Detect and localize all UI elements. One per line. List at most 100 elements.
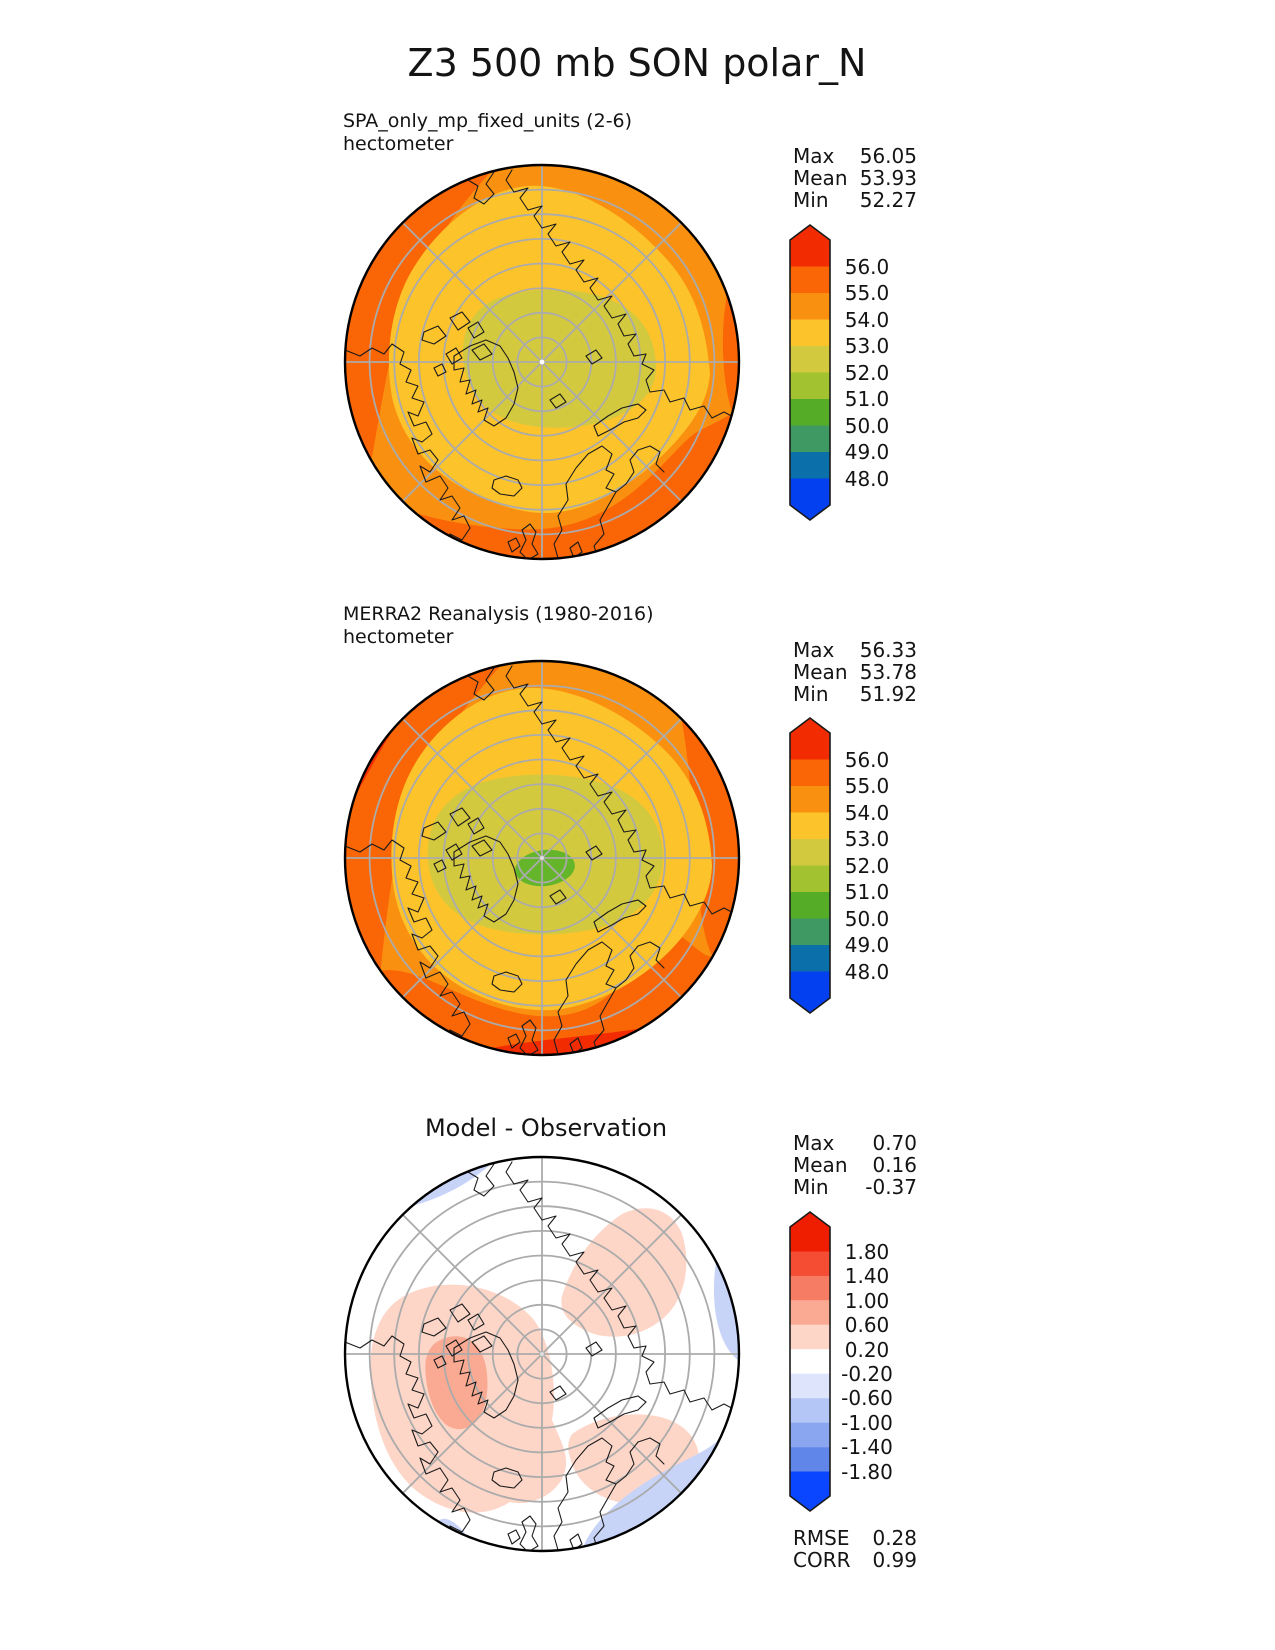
panel1-label: SPA_only_mp_fixed_units (2-6) xyxy=(343,110,633,132)
cb2-tick-0: 56.0 xyxy=(844,747,890,772)
map3-neg-patch-northwest xyxy=(402,1163,491,1215)
map-reanalysis xyxy=(343,659,741,1057)
cb2-band-5 xyxy=(790,865,830,892)
cb1-band-1 xyxy=(790,266,830,293)
map3-pole-dot xyxy=(540,1352,544,1356)
cb3-tick-9: -1.80 xyxy=(841,1459,893,1484)
panel3-mean-value: 0.16 xyxy=(872,1153,917,1177)
panel3-min-value: -0.37 xyxy=(865,1175,917,1199)
map3-neg-patch-east xyxy=(714,1261,739,1361)
cb3-band-3 xyxy=(790,1300,830,1325)
cb1-band-top xyxy=(790,225,830,240)
cb2-tick-7: 49.0 xyxy=(844,933,890,957)
cb1-tick-3: 53.0 xyxy=(844,334,890,358)
cb1-band-3 xyxy=(790,319,830,346)
cb3-band-10 xyxy=(790,1471,830,1497)
cb1-band-9 xyxy=(790,478,830,506)
cb1-tick-6: 50.0 xyxy=(844,413,890,438)
cb3-band-7 xyxy=(790,1398,830,1423)
figure-title: Z3 500 mb SON polar_N xyxy=(407,41,867,85)
cb2-tick-4: 52.0 xyxy=(844,853,890,878)
cb2-band-7 xyxy=(790,918,830,945)
map1-band-55-56-south xyxy=(415,413,733,559)
panel1-mean-label: Mean xyxy=(793,166,848,190)
cb1-band-8 xyxy=(790,452,830,479)
map3-pos-core-greenland xyxy=(425,1336,488,1430)
cb3-band-8 xyxy=(790,1422,830,1448)
colorbar-model xyxy=(789,224,831,521)
cb2-band-8 xyxy=(790,945,830,972)
cb3-band-top xyxy=(790,1212,830,1227)
panel2-min-value: 51.92 xyxy=(859,682,917,706)
cb2-tick-6: 50.0 xyxy=(844,906,890,931)
map1-pole-dot xyxy=(539,359,545,365)
cb3-band-0 xyxy=(790,1226,830,1252)
cb1-band-7 xyxy=(790,425,830,452)
panel3-mean-label: Mean xyxy=(793,1153,848,1177)
cb2-tick-8: 48.0 xyxy=(844,959,890,984)
cb3-band-9 xyxy=(790,1447,830,1472)
colorbar-reanalysis xyxy=(789,717,831,1014)
map3-neg-patch-southeast xyxy=(583,1437,721,1547)
cb2-band-3 xyxy=(790,812,830,839)
panel1-max-label: Max xyxy=(793,144,835,168)
panel2-max-value: 56.33 xyxy=(859,638,917,662)
panel3-title: Model - Observation xyxy=(424,1114,668,1142)
panel1-max-value: 56.05 xyxy=(859,144,917,168)
cb3-tick-4: 0.20 xyxy=(844,1337,890,1362)
cb2-band-4 xyxy=(790,839,830,866)
panel2-units: hectometer xyxy=(343,626,454,648)
cb1-outline xyxy=(789,224,831,521)
panel1-min-value: 52.27 xyxy=(859,188,917,212)
map2-band-gt56-south xyxy=(491,1028,641,1055)
panel3-max-label: Max xyxy=(793,1131,835,1155)
cb1-tick-5: 51.0 xyxy=(844,387,890,411)
panel2-label: MERRA2 Reanalysis (1980-2016) xyxy=(343,603,654,625)
cb3-band-1 xyxy=(790,1251,830,1276)
cb3-tick-2: 1.00 xyxy=(844,1288,890,1313)
panel2-mean-value: 53.78 xyxy=(859,660,917,684)
panel3-min-label: Min xyxy=(793,1175,829,1199)
cb1-band-4 xyxy=(790,346,830,373)
cb1-band-2 xyxy=(790,293,830,320)
panel2-min-label: Min xyxy=(793,682,829,706)
panel1-units: hectometer xyxy=(343,133,454,155)
cb1-tick-0: 56.0 xyxy=(844,254,890,279)
map2-band-55-56-south xyxy=(380,932,713,1055)
cb1-band-0 xyxy=(790,239,830,267)
cb1-tick-8: 48.0 xyxy=(844,466,890,491)
cb2-tick-3: 53.0 xyxy=(844,827,890,851)
cb2-band-top xyxy=(790,718,830,733)
cb2-band-bottom xyxy=(790,998,830,1013)
cb2-band-9 xyxy=(790,971,830,999)
cb1-tick-1: 55.0 xyxy=(844,281,890,305)
cb3-tick-1: 1.40 xyxy=(844,1264,890,1288)
panel3-rmse-label: RMSE xyxy=(793,1526,850,1550)
cb3-tick-3: 0.60 xyxy=(844,1313,890,1337)
panel1-mean-value: 53.93 xyxy=(859,166,917,190)
cb3-band-5 xyxy=(790,1349,830,1374)
cb1-band-5 xyxy=(790,372,830,399)
cb1-band-6 xyxy=(790,399,830,426)
map-model xyxy=(343,163,741,561)
cb3-outline xyxy=(789,1211,831,1512)
cb3-tick-7: -1.00 xyxy=(841,1410,893,1435)
cb3-band-2 xyxy=(790,1275,830,1301)
panel3-corr-label: CORR xyxy=(793,1548,851,1572)
cb2-band-0 xyxy=(790,732,830,760)
cb1-band-bottom xyxy=(790,505,830,520)
cb3-band-4 xyxy=(790,1324,830,1350)
cb1-tick-2: 54.0 xyxy=(844,307,890,332)
colorbar-difference xyxy=(789,1211,831,1512)
map2-boundary xyxy=(343,659,741,1057)
cb3-tick-0: 1.80 xyxy=(844,1239,890,1264)
cb3-band-bottom xyxy=(790,1496,830,1511)
cb3-tick-6: -0.60 xyxy=(841,1386,893,1410)
cb3-tick-5: -0.20 xyxy=(841,1361,893,1386)
panel3-rmse-value: 0.28 xyxy=(872,1526,917,1550)
panel3-max-value: 0.70 xyxy=(872,1131,917,1155)
panel2-max-label: Max xyxy=(793,638,835,662)
cb1-tick-4: 52.0 xyxy=(844,360,890,385)
map2-pole-dot xyxy=(540,856,544,860)
